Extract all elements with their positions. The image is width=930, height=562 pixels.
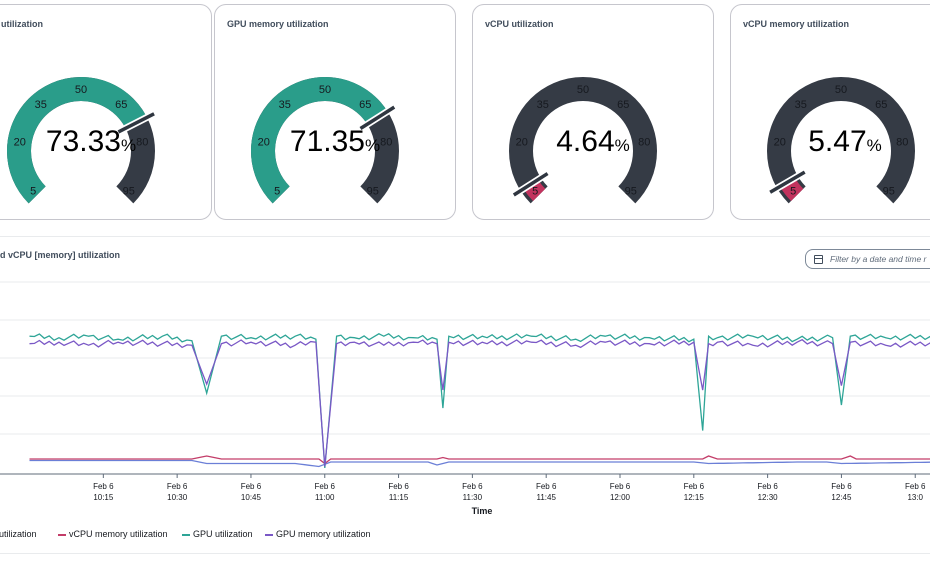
legend-label: GPU memory utilization xyxy=(276,529,371,539)
x-tick-label: Feb 6 xyxy=(241,482,262,491)
x-tick-label: 11:00 xyxy=(315,493,335,502)
gauge-tick-label: 5 xyxy=(274,186,280,198)
gauge-tick-label: 35 xyxy=(537,99,549,111)
gauge-tick-label: 80 xyxy=(638,136,650,148)
gauge-tick-label: 20 xyxy=(14,136,26,148)
gauge-tick-label: 50 xyxy=(835,84,847,96)
x-tick-label: Feb 6 xyxy=(167,482,188,491)
x-tick-label: 12:30 xyxy=(758,493,779,502)
gauge-dial: 5 20 35 50 65 80 95 xyxy=(251,77,399,204)
legend-label: GPU utilization xyxy=(193,529,253,539)
x-tick-label: Feb 6 xyxy=(93,482,114,491)
legend-swatch xyxy=(182,534,190,536)
gauge-tick-label: 5 xyxy=(30,186,36,198)
x-tick-label: 12:15 xyxy=(684,493,705,502)
x-tick-label: 10:15 xyxy=(93,493,114,502)
gauge-card-vcpu-memory: vCPU memory utilization 5 20 35 50 65 80 95 5.… xyxy=(730,4,930,220)
x-tick-label: Feb 6 xyxy=(536,482,557,491)
gauge-tick-label: 50 xyxy=(319,84,331,96)
x-tick-label: 10:30 xyxy=(167,493,188,502)
gauge-tick-label: 80 xyxy=(380,136,392,148)
gauge-tick-label: 20 xyxy=(516,136,528,148)
gauge-tick-label: 65 xyxy=(359,99,371,111)
section-divider xyxy=(0,236,930,237)
x-tick-label: Feb 6 xyxy=(388,482,409,491)
gauge-tick-label: 50 xyxy=(577,84,589,96)
gauge-tick-label: 65 xyxy=(115,99,127,111)
x-tick-label: 11:30 xyxy=(463,493,483,502)
series-line-vcpu-utilization xyxy=(29,459,930,468)
gauge-tick-label: 95 xyxy=(123,186,135,198)
series-line-gpu-utilization xyxy=(29,333,930,469)
calendar-icon xyxy=(814,255,823,264)
gauge-tick-label: 95 xyxy=(367,186,379,198)
series-line-vcpu-memory-utilization xyxy=(29,455,930,465)
x-tick-label: Feb 6 xyxy=(757,482,778,491)
gauge-tick-label: 65 xyxy=(875,99,887,111)
gauge-needle xyxy=(512,172,549,197)
gauge-dial: 5 20 35 50 65 80 95 xyxy=(509,77,657,204)
x-axis-title: Time xyxy=(472,506,493,516)
filter-placeholder: Filter by a date and time r xyxy=(830,254,927,264)
gauge-value: 71.35% xyxy=(289,125,381,158)
gauge-title: vCPU utilization xyxy=(485,19,554,29)
gauge-title: utilization xyxy=(1,19,43,29)
x-tick-label: Feb 6 xyxy=(905,482,926,491)
gauge-track xyxy=(767,77,915,204)
series-line-gpu-memory-utilization xyxy=(29,338,930,467)
gauge-needle xyxy=(359,105,396,131)
gauge-fill xyxy=(251,77,388,204)
x-tick-label: 13:0 xyxy=(907,493,923,502)
x-tick-label: Feb 6 xyxy=(684,482,705,491)
gauge-value: 4.64% xyxy=(556,125,630,158)
legend-swatch xyxy=(58,534,66,536)
gauge-tick-label: 95 xyxy=(625,186,637,198)
x-tick-label: Feb 6 xyxy=(831,482,852,491)
gauge-tick-label: 20 xyxy=(258,136,270,148)
x-tick-label: Feb 6 xyxy=(462,482,483,491)
gauge-card-vcpu: vCPU utilization 5 20 35 50 65 80 95 4.64% xyxy=(472,4,714,220)
legend-label: utilization xyxy=(0,529,37,539)
chart-title: d vCPU [memory] utilization xyxy=(0,250,121,260)
gauge-tick-label: 35 xyxy=(279,99,291,111)
x-tick-label: Feb 6 xyxy=(610,482,631,491)
gauge-tick-label: 80 xyxy=(136,136,148,148)
gauge-track xyxy=(509,77,657,204)
gauge-needle xyxy=(769,170,806,194)
x-tick-label: 11:45 xyxy=(536,493,556,502)
legend-swatch xyxy=(265,534,273,536)
x-tick-label: 10:45 xyxy=(241,493,262,502)
gauge-title: GPU memory utilization xyxy=(227,19,329,29)
gauge-tick-label: 5 xyxy=(790,186,796,198)
x-tick-label: Feb 6 xyxy=(315,482,336,491)
legend-label: vCPU memory utilization xyxy=(69,529,168,539)
gauge-tick-label: 5 xyxy=(532,186,538,198)
gauge-value: 73.33% xyxy=(45,125,137,158)
gauge-fill xyxy=(7,77,147,204)
date-time-filter-input[interactable]: Filter by a date and time r xyxy=(805,249,930,269)
bottom-divider xyxy=(0,553,930,554)
gauge-needle xyxy=(117,112,155,134)
x-tick-label: 12:00 xyxy=(610,493,631,502)
gauge-tick-label: 95 xyxy=(883,186,895,198)
x-tick-label: 12:45 xyxy=(831,493,852,502)
gauge-value: 5.47% xyxy=(808,125,882,158)
gauge-dial: 5 20 35 50 65 80 95 xyxy=(7,77,156,204)
gauge-tick-label: 50 xyxy=(75,84,87,96)
gauge-title: vCPU memory utilization xyxy=(743,19,850,29)
gauge-tick-label: 20 xyxy=(774,136,786,148)
gauge-tick-label: 35 xyxy=(35,99,47,111)
gauge-tick-label: 80 xyxy=(896,136,908,148)
gauge-tick-label: 35 xyxy=(795,99,807,111)
utilization-line-chart: Feb 6 10:15 Feb 6 10:30 Feb 6 10:45 Feb 6 11:00… xyxy=(0,281,930,516)
x-tick-label: 11:15 xyxy=(389,493,409,502)
gauge-dial: 5 20 35 50 65 80 95 xyxy=(767,77,915,204)
gauge-card-vcpu-gpu-util: utilization 5 20 35 50 65 80 95 73.33% xyxy=(0,4,212,220)
gauge-tick-label: 65 xyxy=(617,99,629,111)
gauge-card-gpu-memory: GPU memory utilization 5 20 35 50 65 80 95 71.… xyxy=(214,4,456,220)
